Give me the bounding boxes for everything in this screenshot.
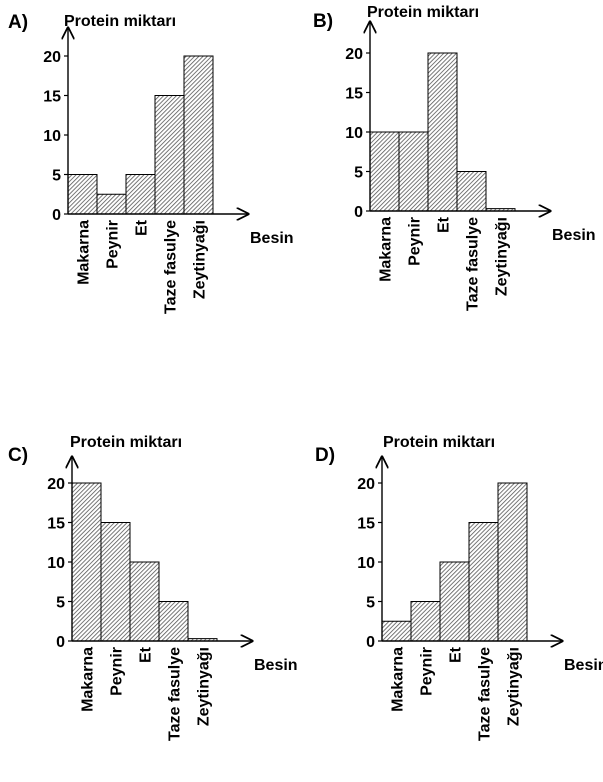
category-label: Zeytinyağı — [494, 217, 511, 296]
y-tick-label: 5 — [56, 595, 65, 612]
y-tick-label: 5 — [366, 595, 375, 612]
bar-taze-fasulye — [154, 95, 185, 215]
option-label: D) — [315, 445, 335, 466]
bar-taze-fasulye — [468, 522, 499, 642]
bar-zeytinyağı — [183, 55, 214, 215]
category-label: Peynir — [109, 647, 126, 696]
y-axis-title: Protein miktarı — [64, 13, 176, 30]
y-tick-label: 20 — [47, 476, 65, 493]
y-tick-label: 5 — [354, 165, 363, 182]
bar-peynir — [410, 601, 441, 642]
bar-et — [125, 174, 156, 215]
category-label: Taze fasulye — [477, 647, 494, 741]
category-label: Makarna — [390, 647, 407, 712]
category-label: Taze fasulye — [465, 217, 482, 311]
bar-peynir — [96, 193, 127, 215]
y-axis-title: Protein miktarı — [383, 434, 495, 451]
chart-panel-b: B) Protein miktarı 0 5 10 15 20 Besin Makarna Pey… — [313, 4, 596, 311]
option-label: C) — [8, 445, 28, 466]
bar-makarna — [71, 482, 102, 642]
bar-makarna — [381, 620, 412, 642]
y-tick-label: 15 — [345, 86, 363, 103]
y-tick-label: 20 — [43, 49, 61, 66]
y-tick-label: 10 — [357, 555, 375, 572]
y-tick-label: 0 — [56, 634, 65, 651]
bar-peynir — [100, 522, 131, 642]
y-tick-label: 0 — [366, 634, 375, 651]
chart-panel-a: A) Protein miktarı 0 5 10 15 20 Besin Makarna Pey… — [8, 12, 294, 314]
category-label: Peynir — [105, 220, 122, 269]
bar-taze-fasulye — [158, 601, 189, 642]
y-tick-label: 20 — [345, 46, 363, 63]
bar-zeytinyağı — [497, 482, 528, 642]
y-tick-label: 15 — [43, 89, 61, 106]
bar-et — [427, 52, 458, 212]
bar-makarna — [67, 174, 98, 215]
y-tick-label: 5 — [52, 168, 61, 185]
option-label: B) — [313, 11, 333, 32]
category-label: Et — [436, 216, 453, 233]
category-label: Makarna — [76, 220, 93, 285]
category-label: Zeytinyağı — [192, 220, 209, 299]
x-axis-title: Besin — [250, 230, 294, 247]
option-label: A) — [8, 12, 28, 33]
category-label: Taze fasulye — [163, 220, 180, 314]
category-label: Makarna — [378, 217, 395, 282]
chart-panel-c: C) Protein miktarı 0 5 10 15 20 Besin Makarna Pey… — [8, 434, 298, 741]
category-label: Makarna — [80, 647, 97, 712]
y-axis-title: Protein miktarı — [70, 434, 182, 451]
x-axis-title: Besin — [552, 227, 596, 244]
category-label: Zeytinyağı — [196, 647, 213, 726]
category-label: Peynir — [407, 217, 424, 266]
y-tick-label: 15 — [47, 516, 65, 533]
category-label: Et — [134, 219, 151, 236]
bar-et — [439, 561, 470, 642]
bar-makarna — [369, 131, 400, 212]
x-axis-title: Besin — [564, 657, 603, 674]
category-label: Peynir — [419, 647, 436, 696]
y-tick-label: 0 — [52, 207, 61, 224]
y-tick-label: 20 — [357, 476, 375, 493]
x-axis-title: Besin — [254, 657, 298, 674]
y-tick-label: 15 — [357, 516, 375, 533]
bar-peynir — [398, 131, 429, 212]
category-label: Taze fasulye — [167, 647, 184, 741]
y-tick-label: 10 — [345, 125, 363, 142]
y-tick-label: 0 — [354, 204, 363, 221]
category-label: Et — [138, 646, 155, 663]
y-tick-label: 10 — [43, 128, 61, 145]
y-axis-title: Protein miktarı — [367, 4, 479, 21]
bar-taze-fasulye — [456, 171, 487, 212]
chart-panel-d: D) Protein miktarı 0 5 10 15 20 Besin Makarna Pey… — [315, 434, 603, 741]
y-tick-label: 10 — [47, 555, 65, 572]
bar-et — [129, 561, 160, 642]
category-label: Et — [448, 646, 465, 663]
category-label: Zeytinyağı — [506, 647, 523, 726]
